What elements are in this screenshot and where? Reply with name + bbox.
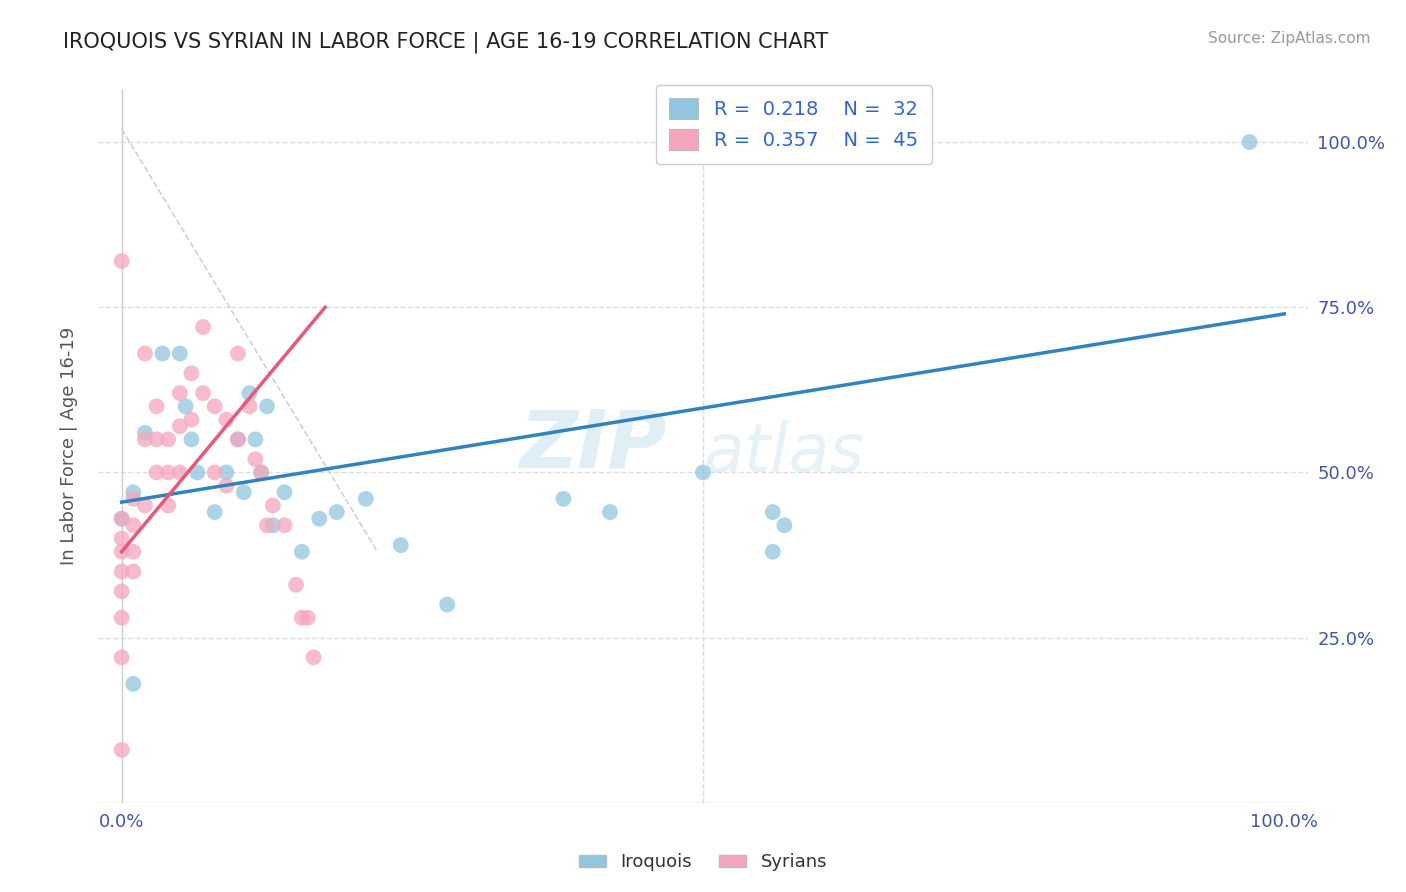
Point [150, 346, 173, 360]
Point [285, 578, 308, 592]
Point [762, 545, 785, 559]
Point [239, 400, 262, 414]
Point [273, 485, 295, 500]
Point [169, 386, 191, 401]
Point [773, 518, 796, 533]
Point [169, 346, 191, 360]
Point [256, 518, 278, 533]
Point [111, 565, 134, 579]
Point [111, 743, 134, 757]
Point [553, 491, 575, 506]
Point [291, 545, 314, 559]
Point [145, 400, 167, 414]
Point [297, 611, 319, 625]
Point [1239, 135, 1261, 149]
Point [308, 511, 330, 525]
Legend: R =  0.218    N =  32, R =  0.357    N =  45: R = 0.218 N = 32, R = 0.357 N = 45 [655, 85, 932, 164]
Point [226, 346, 249, 360]
Point [180, 367, 202, 381]
Point [191, 386, 214, 401]
Point [204, 400, 226, 414]
Point [436, 598, 458, 612]
Point [111, 611, 134, 625]
Point [389, 538, 412, 552]
Point [239, 386, 262, 401]
Text: atlas: atlas [703, 420, 865, 486]
Point [273, 518, 295, 533]
Point [145, 466, 167, 480]
Point [232, 485, 254, 500]
Point [245, 452, 267, 467]
Point [145, 433, 167, 447]
Point [111, 511, 134, 525]
Point [245, 433, 267, 447]
Point [215, 478, 238, 492]
Point [111, 545, 134, 559]
Point [157, 466, 180, 480]
Point [157, 433, 180, 447]
Point [111, 254, 134, 268]
Point [215, 412, 238, 426]
Point [692, 466, 714, 480]
Point [122, 677, 145, 691]
Point [122, 518, 145, 533]
Point [204, 466, 226, 480]
Point [111, 511, 134, 525]
Text: ZIP: ZIP [519, 407, 666, 485]
Point [354, 491, 377, 506]
Point [134, 346, 156, 360]
Point [111, 584, 134, 599]
Point [169, 419, 191, 434]
Point [250, 466, 273, 480]
Point [256, 400, 278, 414]
Point [134, 425, 156, 440]
Point [762, 505, 785, 519]
Text: IROQUOIS VS SYRIAN IN LABOR FORCE | AGE 16-19 CORRELATION CHART: IROQUOIS VS SYRIAN IN LABOR FORCE | AGE … [63, 31, 828, 53]
Point [262, 499, 284, 513]
Y-axis label: In Labor Force | Age 16-19: In Labor Force | Age 16-19 [59, 326, 77, 566]
Point [226, 433, 249, 447]
Point [169, 466, 191, 480]
Point [134, 433, 156, 447]
Point [122, 485, 145, 500]
Point [599, 505, 621, 519]
Point [262, 518, 284, 533]
Point [180, 433, 202, 447]
Point [122, 565, 145, 579]
Point [250, 466, 273, 480]
Point [215, 466, 238, 480]
Point [302, 650, 325, 665]
Point [122, 491, 145, 506]
Point [111, 532, 134, 546]
Point [204, 505, 226, 519]
Point [186, 466, 208, 480]
Point [226, 433, 249, 447]
Legend: Iroquois, Syrians: Iroquois, Syrians [572, 847, 834, 879]
Point [157, 499, 180, 513]
Point [191, 320, 214, 334]
Point [134, 499, 156, 513]
Point [122, 545, 145, 559]
Point [291, 611, 314, 625]
Text: Source: ZipAtlas.com: Source: ZipAtlas.com [1208, 31, 1371, 46]
Point [174, 400, 197, 414]
Point [326, 505, 349, 519]
Point [111, 650, 134, 665]
Point [180, 412, 202, 426]
